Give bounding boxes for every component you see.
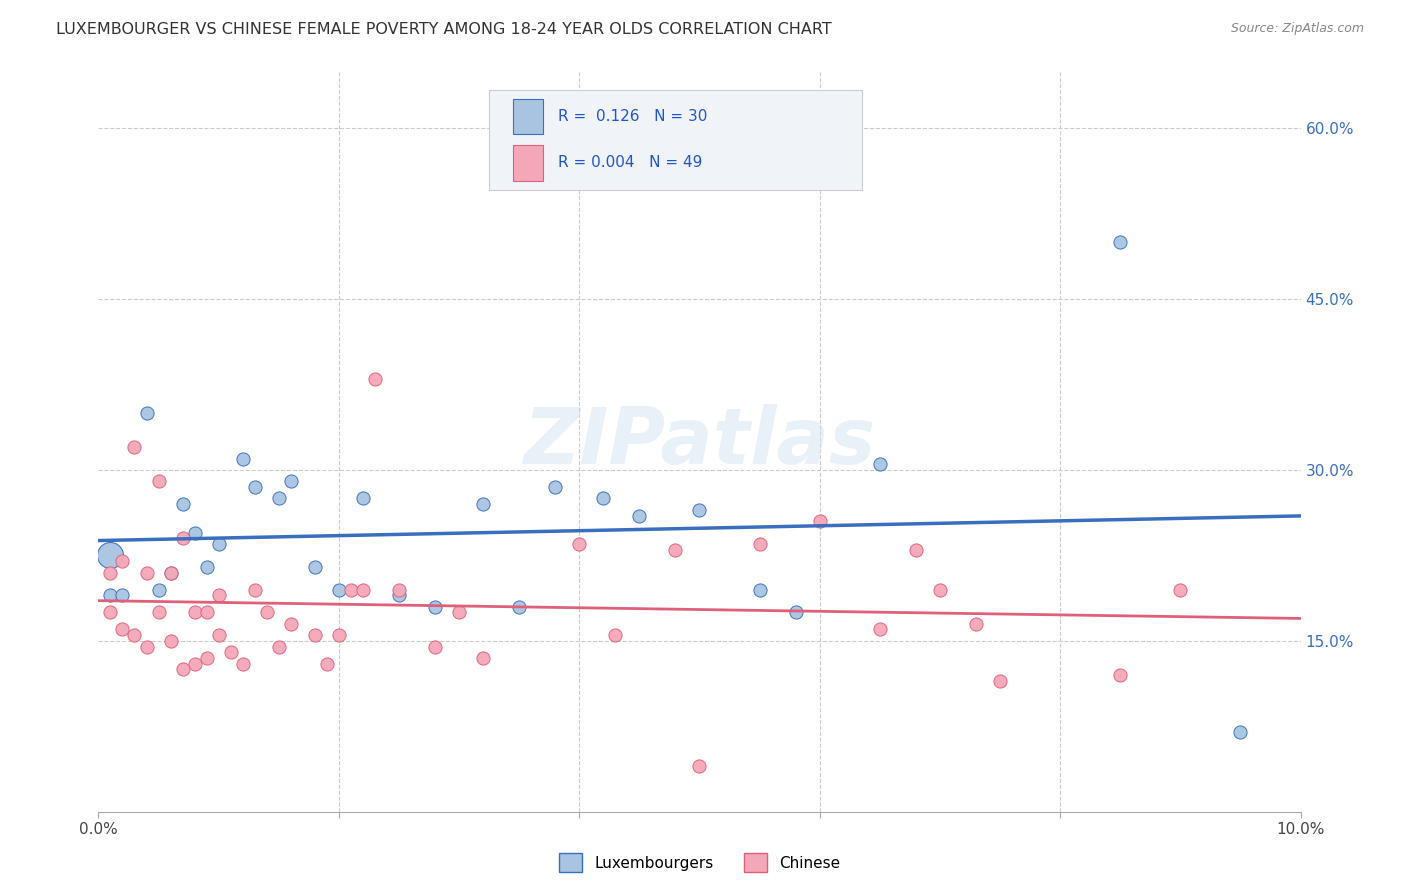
FancyBboxPatch shape bbox=[513, 99, 543, 135]
Point bbox=[869, 458, 891, 472]
Text: ZIPatlas: ZIPatlas bbox=[523, 403, 876, 480]
Legend: Luxembourgers, Chinese: Luxembourgers, Chinese bbox=[553, 847, 846, 878]
Point bbox=[628, 508, 651, 523]
Point bbox=[1109, 235, 1132, 250]
Point bbox=[689, 503, 711, 517]
Point bbox=[1229, 725, 1251, 739]
Point bbox=[364, 372, 387, 386]
Point bbox=[328, 582, 350, 597]
Point bbox=[183, 525, 205, 540]
Point bbox=[100, 606, 122, 620]
Point bbox=[195, 559, 218, 574]
FancyBboxPatch shape bbox=[489, 90, 862, 190]
Text: LUXEMBOURGER VS CHINESE FEMALE POVERTY AMONG 18-24 YEAR OLDS CORRELATION CHART: LUXEMBOURGER VS CHINESE FEMALE POVERTY A… bbox=[56, 22, 832, 37]
Point bbox=[267, 491, 290, 506]
Point bbox=[124, 440, 146, 454]
Point bbox=[256, 606, 278, 620]
Point bbox=[304, 628, 326, 642]
Point bbox=[183, 606, 205, 620]
Point bbox=[304, 559, 326, 574]
Point bbox=[568, 537, 591, 551]
Point bbox=[988, 673, 1011, 688]
Point bbox=[748, 537, 770, 551]
Point bbox=[135, 566, 157, 580]
Point bbox=[100, 588, 122, 602]
Point bbox=[592, 491, 614, 506]
Point bbox=[785, 606, 807, 620]
Point bbox=[748, 582, 770, 597]
Point bbox=[472, 497, 495, 511]
Point bbox=[267, 640, 290, 654]
Point bbox=[232, 657, 254, 671]
Point bbox=[135, 406, 157, 420]
Point bbox=[508, 599, 530, 614]
Point bbox=[808, 514, 831, 528]
Point bbox=[965, 616, 987, 631]
Point bbox=[689, 759, 711, 773]
Point bbox=[111, 554, 134, 568]
Point bbox=[195, 606, 218, 620]
FancyBboxPatch shape bbox=[513, 145, 543, 181]
Point bbox=[423, 640, 446, 654]
Point bbox=[208, 628, 231, 642]
Point bbox=[352, 491, 374, 506]
Point bbox=[280, 475, 302, 489]
Point bbox=[472, 651, 495, 665]
Point bbox=[423, 599, 446, 614]
Point bbox=[124, 628, 146, 642]
Point bbox=[243, 582, 266, 597]
Point bbox=[447, 606, 470, 620]
Point bbox=[183, 657, 205, 671]
Point bbox=[243, 480, 266, 494]
Point bbox=[111, 623, 134, 637]
Point bbox=[1170, 582, 1192, 597]
Text: R =  0.126   N = 30: R = 0.126 N = 30 bbox=[558, 109, 707, 124]
Point bbox=[315, 657, 337, 671]
Point bbox=[208, 537, 231, 551]
Point bbox=[388, 582, 411, 597]
Point bbox=[544, 480, 567, 494]
Text: Source: ZipAtlas.com: Source: ZipAtlas.com bbox=[1230, 22, 1364, 36]
Point bbox=[159, 633, 181, 648]
Point bbox=[219, 645, 242, 659]
Point bbox=[100, 549, 122, 563]
Point bbox=[148, 606, 170, 620]
Point bbox=[388, 588, 411, 602]
Point bbox=[605, 628, 627, 642]
Point bbox=[328, 628, 350, 642]
Point bbox=[904, 542, 927, 557]
Point bbox=[159, 566, 181, 580]
Point bbox=[148, 582, 170, 597]
Point bbox=[111, 588, 134, 602]
Text: R = 0.004   N = 49: R = 0.004 N = 49 bbox=[558, 155, 702, 170]
Point bbox=[172, 662, 194, 676]
Point bbox=[172, 497, 194, 511]
Point bbox=[148, 475, 170, 489]
Point bbox=[869, 623, 891, 637]
Point bbox=[280, 616, 302, 631]
Point bbox=[172, 532, 194, 546]
Point bbox=[159, 566, 181, 580]
Point bbox=[135, 640, 157, 654]
Point bbox=[195, 651, 218, 665]
Point bbox=[664, 542, 686, 557]
Point bbox=[929, 582, 952, 597]
Point bbox=[1109, 668, 1132, 682]
Point bbox=[232, 451, 254, 466]
Point bbox=[340, 582, 363, 597]
Point bbox=[208, 588, 231, 602]
Point bbox=[352, 582, 374, 597]
Point bbox=[100, 566, 122, 580]
